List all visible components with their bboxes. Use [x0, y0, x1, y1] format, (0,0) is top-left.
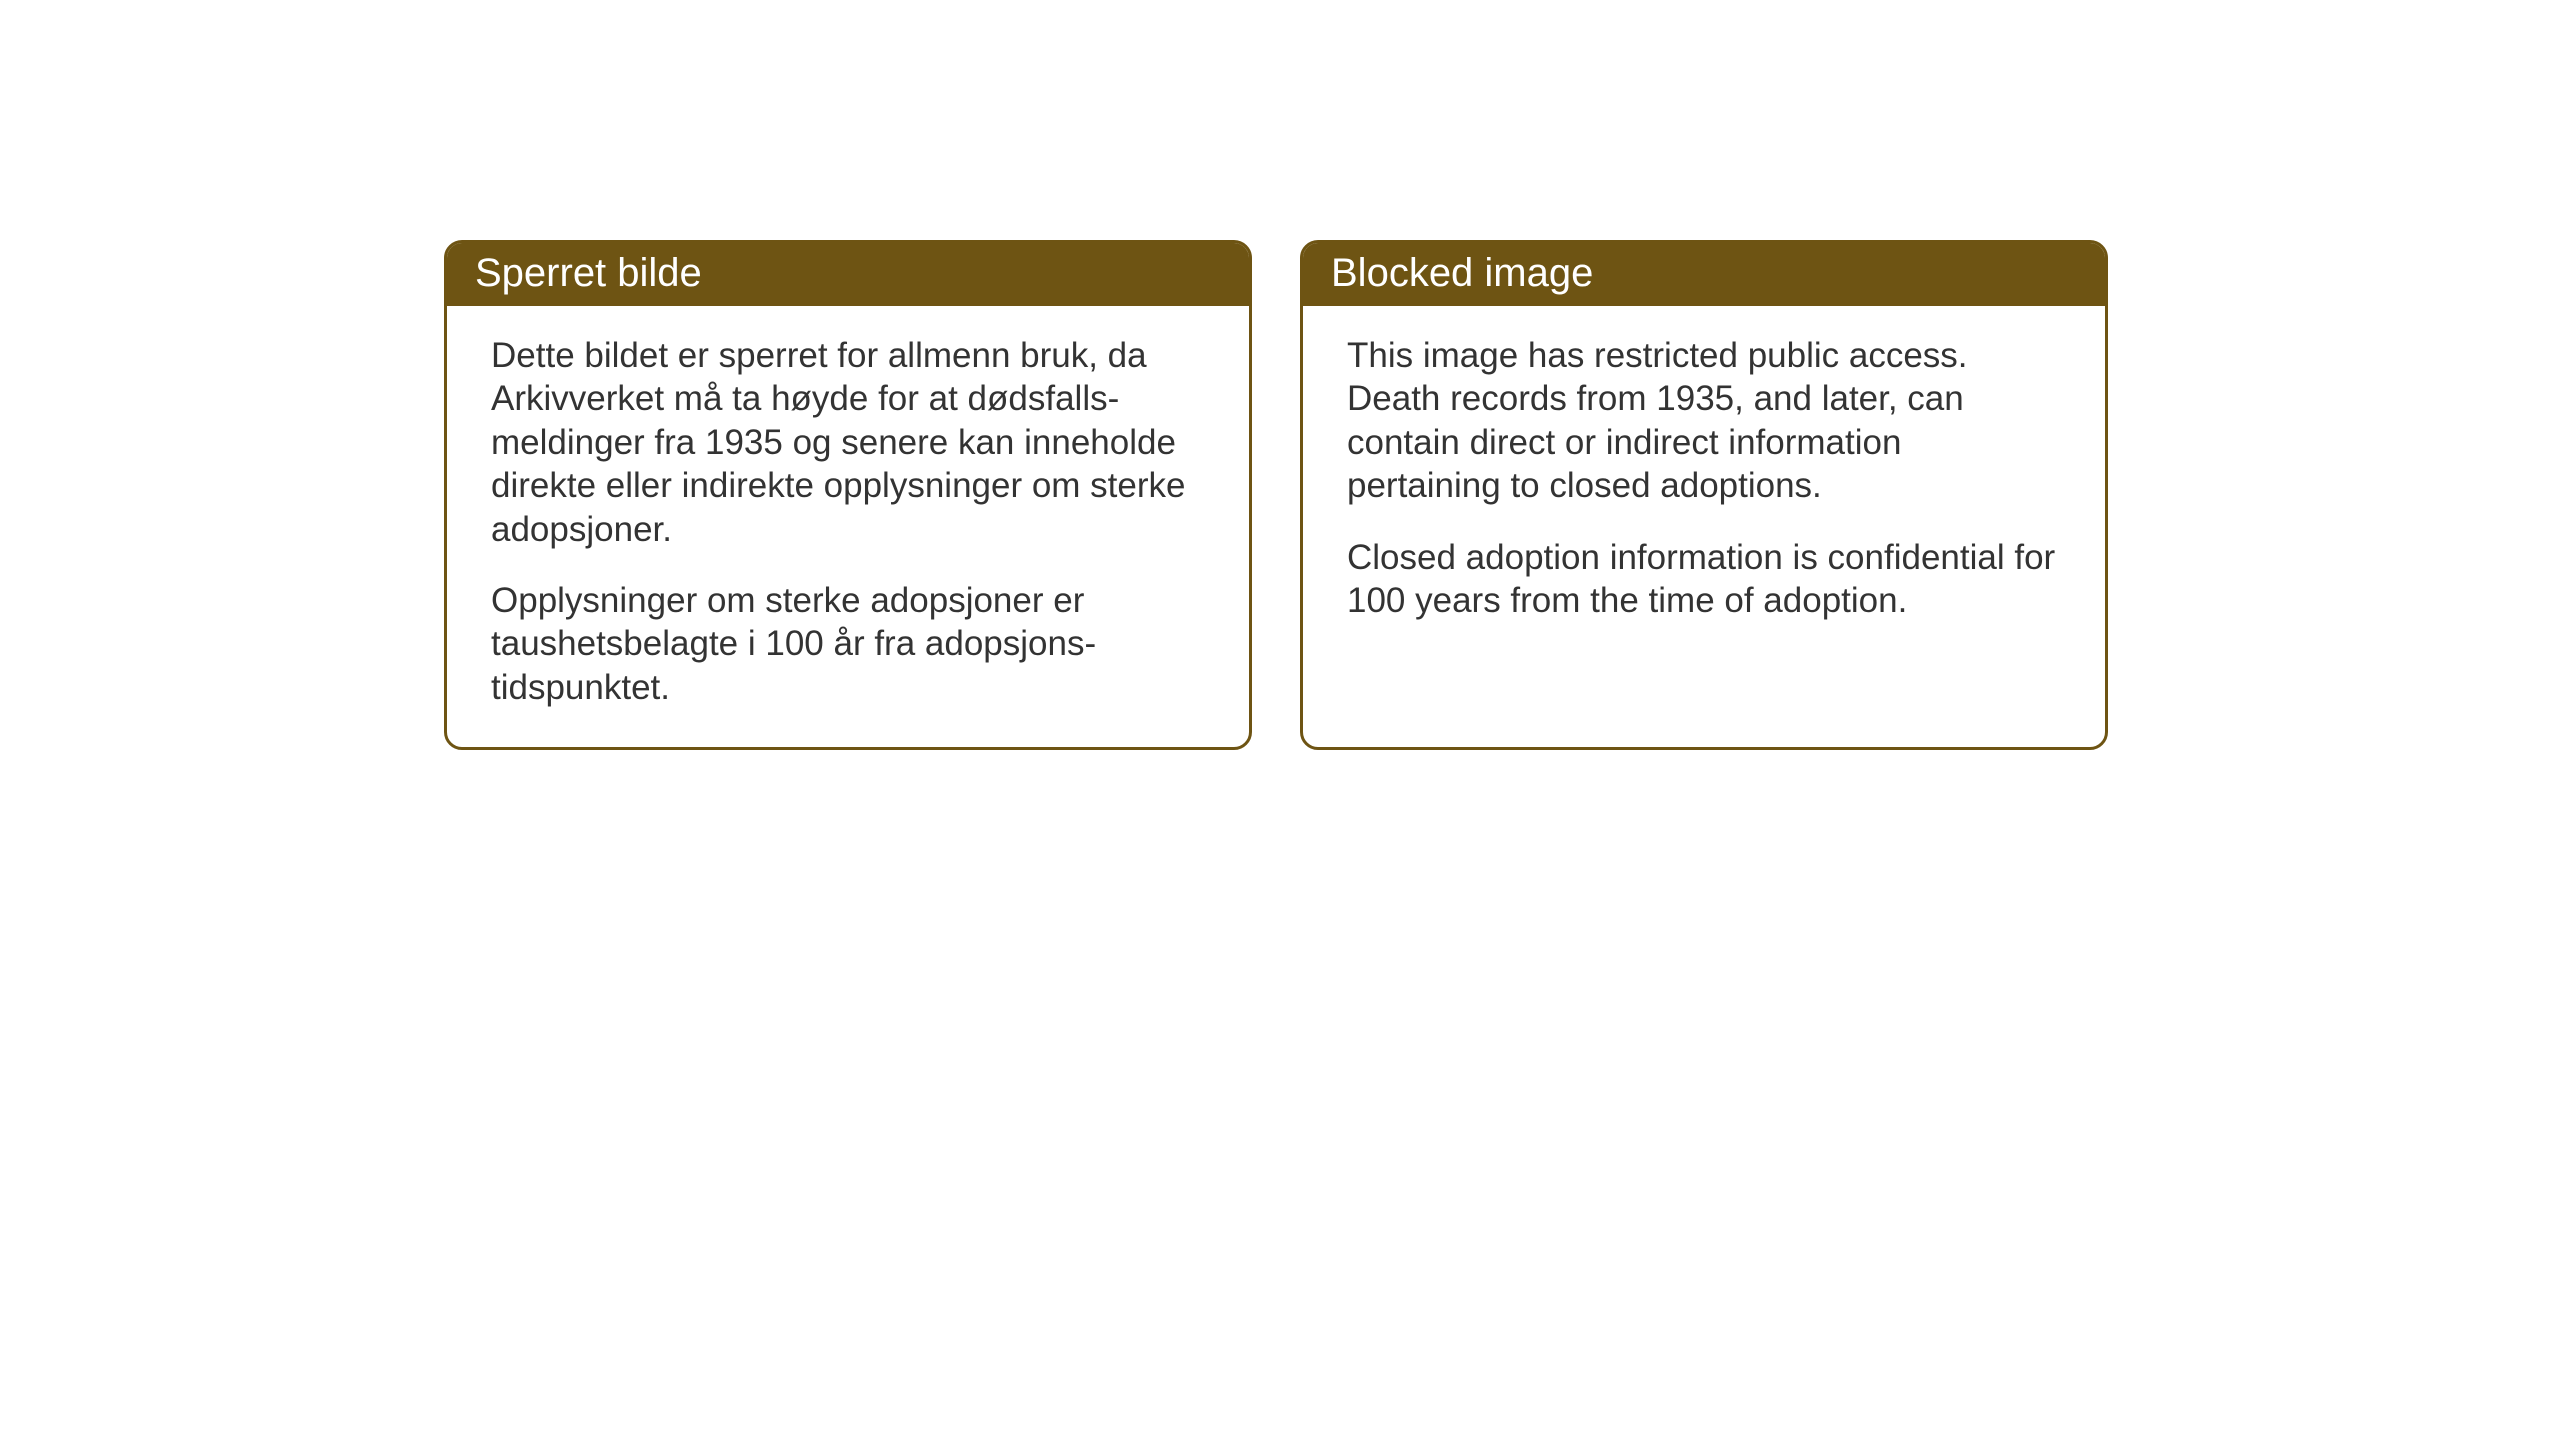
card-body-english: This image has restricted public access.…	[1303, 306, 2105, 658]
card-paragraph2-english: Closed adoption information is confident…	[1347, 536, 2061, 623]
cards-container: Sperret bilde Dette bildet er sperret fo…	[444, 240, 2108, 750]
card-header-english: Blocked image	[1303, 243, 2105, 306]
blocked-image-card-english: Blocked image This image has restricted …	[1300, 240, 2108, 750]
card-body-norwegian: Dette bildet er sperret for allmenn bruk…	[447, 306, 1249, 745]
card-title-english: Blocked image	[1331, 251, 1593, 295]
blocked-image-card-norwegian: Sperret bilde Dette bildet er sperret fo…	[444, 240, 1252, 750]
card-paragraph1-norwegian: Dette bildet er sperret for allmenn bruk…	[491, 334, 1205, 551]
card-header-norwegian: Sperret bilde	[447, 243, 1249, 306]
card-paragraph2-norwegian: Opplysninger om sterke adopsjoner er tau…	[491, 579, 1205, 709]
card-title-norwegian: Sperret bilde	[475, 251, 702, 295]
card-paragraph1-english: This image has restricted public access.…	[1347, 334, 2061, 508]
